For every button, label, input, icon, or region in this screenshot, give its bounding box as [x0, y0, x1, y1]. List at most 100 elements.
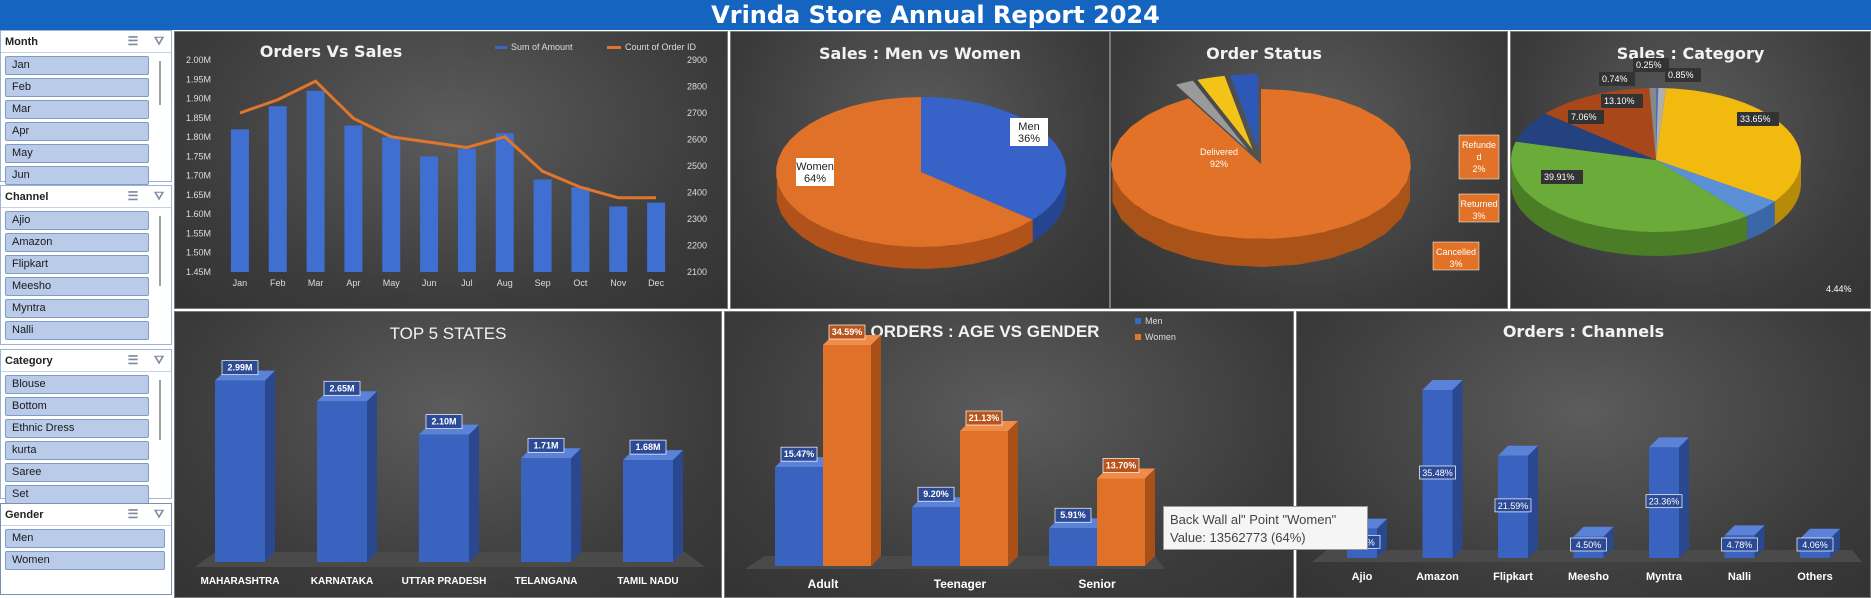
slicer-item[interactable]: Myntra: [5, 299, 149, 318]
slicer-month[interactable]: Month ☰ ⛛ Jan Feb Mar Apr May Jun: [0, 30, 172, 185]
x-tick: May: [383, 278, 401, 288]
slicer-title: Month: [5, 35, 38, 48]
scrollbar[interactable]: [159, 380, 161, 440]
label-delivered: Delivered: [1200, 147, 1238, 157]
sales-bar: [457, 148, 476, 272]
top5-states-svg: 2.99M MAHARASHTRA 2.65M KARNATAKA 2.10M UTTAR…: [195, 360, 705, 587]
slicer-item[interactable]: Saree: [5, 463, 149, 482]
channel-value-label: 4.50%: [1576, 540, 1602, 550]
state-bar-side: [673, 450, 683, 562]
tooltip-line-1: Back Wall al" Point "Women": [1170, 512, 1337, 527]
clear-filter-icon[interactable]: ⛛: [153, 189, 165, 203]
sales-bar: [268, 106, 287, 272]
slicer-item[interactable]: Ajio: [5, 211, 149, 230]
state-bar-side: [367, 391, 377, 562]
chart-title: Orders Vs Sales: [259, 42, 403, 61]
slicer-item[interactable]: Set: [5, 485, 149, 504]
cancelled-text: Cancelled: [1436, 247, 1476, 257]
report-title: Vrinda Store Annual Report 2024: [0, 0, 1871, 30]
chart-orders-channels[interactable]: Orders : Channels 6.22%Ajio35.48%Amazon2…: [1296, 311, 1871, 598]
category-side: [1747, 201, 1775, 241]
status-side: [1112, 172, 1411, 267]
label-cat-box: [1665, 68, 1701, 82]
slicer-item[interactable]: Ethnic Dress: [5, 419, 149, 438]
chart-order-status[interactable]: Order Status Delivered 92% Refunde d 2% Retur…: [1110, 31, 1508, 309]
chart-title: Sales : Men vs Women: [819, 44, 1021, 63]
slicer-item[interactable]: Apr: [5, 122, 149, 141]
sales-bar: [344, 125, 363, 272]
refunded-text: d: [1476, 152, 1481, 162]
slicer-header: Month ☰ ⛛: [1, 31, 171, 53]
slicer-item[interactable]: May: [5, 144, 149, 163]
legend-swatch-women: [1135, 334, 1141, 340]
clear-filter-icon[interactable]: ⛛: [153, 507, 165, 521]
state-label-box: [221, 360, 259, 376]
status-slice: [1197, 75, 1253, 150]
state-label-box: [629, 439, 667, 455]
y-tick-left: 1.75M: [186, 151, 211, 161]
age-group-name: Senior: [1078, 577, 1116, 591]
state-bar-side: [469, 424, 479, 562]
scrollbar[interactable]: [159, 216, 161, 286]
men-label-box: [780, 446, 818, 462]
sales-bar: [230, 129, 249, 272]
chart-title: Order Status: [1206, 44, 1322, 63]
men-bar: [1049, 528, 1097, 566]
slicer-item[interactable]: Mar: [5, 100, 149, 119]
slicer-item[interactable]: Feb: [5, 78, 149, 97]
slicer-header: Category ☰ ⛛: [1, 350, 171, 372]
chart-men-vs-women[interactable]: Sales : Men vs Women Men 36% Women 64%: [730, 31, 1110, 309]
slicer-title: Channel: [5, 190, 49, 203]
men-value-label: 9.20%: [923, 489, 949, 499]
slicer-category[interactable]: Category ☰ ⛛ Blouse Bottom Ethnic Dress k…: [0, 349, 172, 504]
clear-filter-icon[interactable]: ⛛: [153, 353, 165, 367]
slicer-item[interactable]: Jun: [5, 166, 149, 185]
multi-select-icon[interactable]: ☰: [127, 353, 139, 367]
chart-title: TOP 5 STATES: [389, 324, 507, 343]
slicer-item[interactable]: Jan: [5, 56, 149, 75]
y-tick-left: 1.65M: [186, 190, 211, 200]
orders-line: [239, 79, 657, 200]
slicer-item[interactable]: Meesho: [5, 277, 149, 296]
slicer-channel[interactable]: Channel ☰ ⛛ Ajio Amazon Flipkart Meesho M…: [0, 185, 172, 345]
channel-bar-side: [1528, 445, 1538, 558]
slicer-item[interactable]: Blouse: [5, 375, 149, 394]
women-box: [796, 158, 834, 186]
chart-top5-states[interactable]: TOP 5 STATES 2.99M MAHARASHTRA 2.65M KARNAT…: [174, 311, 722, 598]
state-name: TELANGANA: [515, 576, 578, 587]
women-label-box: [828, 324, 866, 340]
slicer-item[interactable]: Nalli: [5, 321, 149, 340]
multi-select-icon[interactable]: ☰: [127, 34, 139, 48]
state-label-box: [527, 437, 565, 453]
slicer-item[interactable]: Bottom: [5, 397, 149, 416]
chart-age-vs-gender[interactable]: ORDERS : AGE VS GENDER Men Women 15.47% 34.…: [724, 311, 1294, 598]
channel-bar-top: [1422, 380, 1463, 390]
label-cat-box: [1568, 110, 1604, 124]
slicer-gender[interactable]: Gender ☰ ⛛ Men Women: [0, 503, 172, 595]
multi-select-icon[interactable]: ☰: [127, 507, 139, 521]
channel-label-box: [1721, 537, 1758, 552]
chart-sales-category[interactable]: Sales : Category 33.65% 4.44% 39.91% 7.06% 1…: [1510, 31, 1871, 309]
chart-title: Orders : Channels: [1502, 322, 1665, 341]
slicer-item[interactable]: Amazon: [5, 233, 149, 252]
channel-bar-top: [1573, 526, 1614, 537]
y-tick-left: 1.55M: [186, 228, 211, 238]
legend-label: Sum of Amount: [511, 42, 573, 52]
multi-select-icon[interactable]: ☰: [127, 189, 139, 203]
slicer-item[interactable]: Flipkart: [5, 255, 149, 274]
chart-orders-vs-sales[interactable]: Orders Vs Sales Sum of Amount Count of Or…: [174, 31, 728, 309]
x-tick: Jul: [461, 278, 473, 288]
slicer-item[interactable]: Men: [5, 529, 165, 548]
channel-name: Myntra: [1646, 571, 1683, 583]
category-side: [1511, 156, 1748, 256]
legend-swatch-men: [1135, 318, 1141, 324]
orders-vs-sales-svg: Sum of Amount Count of Order ID 2.00M 1.95M…: [186, 42, 707, 288]
clear-filter-icon[interactable]: ⛛: [153, 34, 165, 48]
legend-swatch-amount: [495, 46, 507, 49]
returned-text: Returned: [1460, 199, 1497, 209]
slicer-item[interactable]: kurta: [5, 441, 149, 460]
scrollbar[interactable]: [159, 61, 161, 105]
slicer-item[interactable]: Women: [5, 551, 165, 570]
status-slice: [1175, 80, 1249, 151]
channel-value-label: 23.36%: [1649, 497, 1680, 507]
